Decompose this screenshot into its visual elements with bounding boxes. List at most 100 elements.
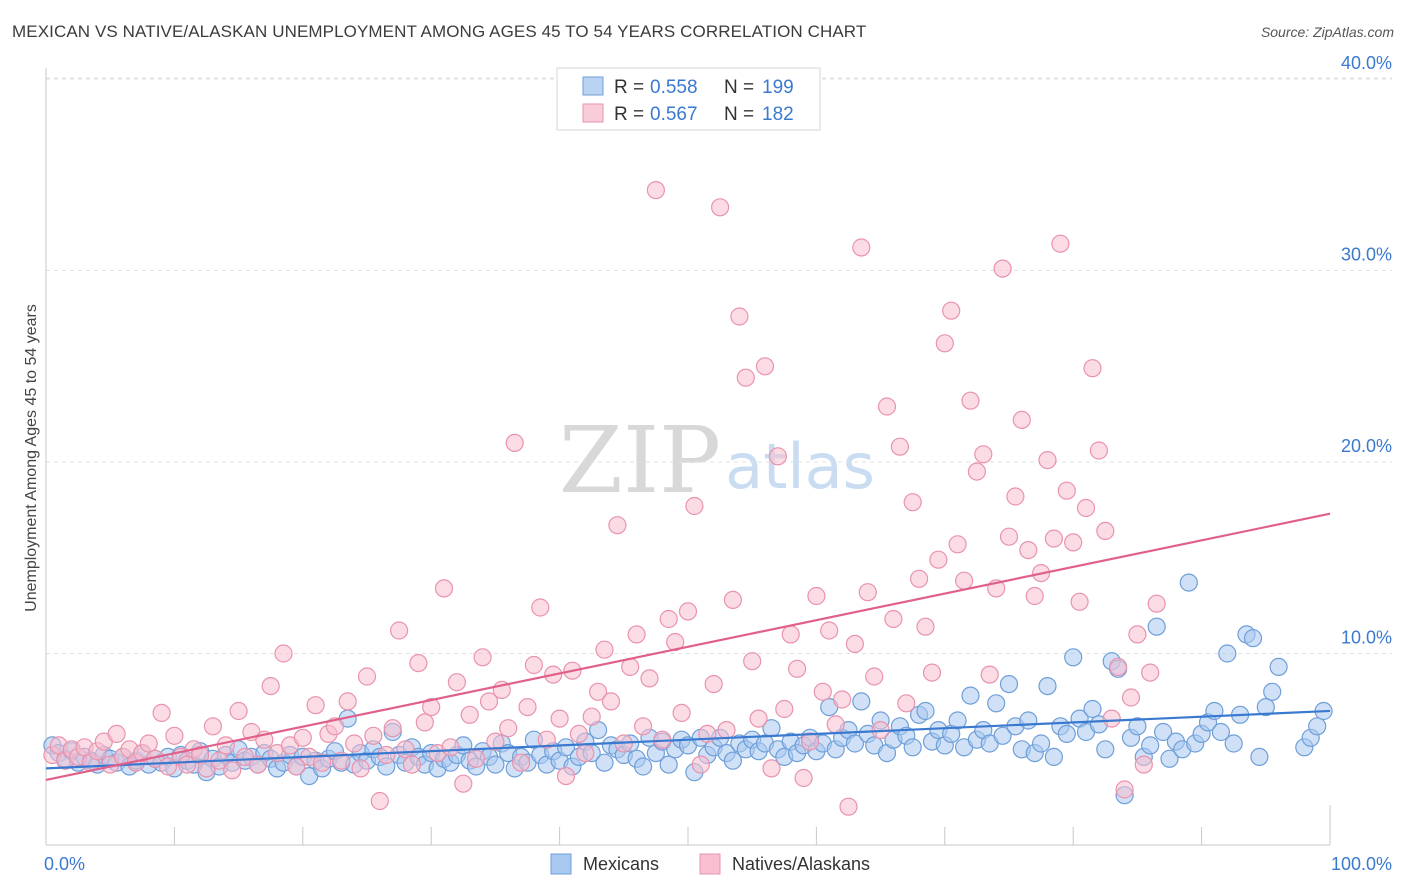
data-point-natives xyxy=(781,625,800,644)
data-point-natives xyxy=(588,682,608,701)
data-point-natives xyxy=(980,665,999,684)
y-tick-label: 30.0% xyxy=(1341,245,1392,265)
data-point-natives xyxy=(1006,487,1025,506)
data-point-natives xyxy=(576,743,595,763)
data-point-mexicans xyxy=(1038,676,1057,696)
data-point-natives xyxy=(364,726,383,745)
data-point-mexicans xyxy=(486,755,505,774)
data-point-mexicans xyxy=(633,757,653,776)
data-point-natives xyxy=(178,755,197,774)
data-point-natives xyxy=(511,753,531,772)
data-point-natives xyxy=(1108,657,1128,677)
data-point-natives xyxy=(691,755,710,774)
data-point-mexicans xyxy=(999,674,1019,694)
source-label: Source: ZipAtlas.com xyxy=(1260,24,1394,40)
data-point-mexicans xyxy=(1243,629,1263,648)
data-point-natives xyxy=(974,445,993,464)
data-point-natives xyxy=(1089,441,1109,460)
data-point-natives xyxy=(499,719,518,738)
data-point-mexicans xyxy=(1256,697,1275,717)
y-tick-label: 40.0% xyxy=(1341,53,1392,73)
data-point-natives xyxy=(550,709,569,728)
data-point-natives xyxy=(537,730,556,749)
data-point-natives xyxy=(441,738,460,757)
stats-n-value: 182 xyxy=(762,104,794,125)
data-point-mexicans xyxy=(1179,573,1198,592)
watermark-atlas: atlas xyxy=(725,430,875,503)
y-tick-label: 20.0% xyxy=(1341,436,1392,456)
chart-title: MEXICAN VS NATIVE/ALASKAN UNEMPLOYMENT A… xyxy=(12,22,867,41)
data-point-natives xyxy=(152,703,171,723)
data-point-natives xyxy=(723,590,743,610)
data-point-mexicans xyxy=(1057,724,1076,744)
y-tick-label: 10.0% xyxy=(1341,628,1392,648)
legend-label-mexicans: Mexicans xyxy=(583,854,659,874)
legend-swatch-natives xyxy=(699,853,721,875)
data-point-natives xyxy=(903,493,922,512)
data-point-natives xyxy=(755,357,775,376)
legend-swatch-mexicans xyxy=(550,853,572,875)
data-point-natives xyxy=(203,717,222,736)
stats-swatch-natives xyxy=(582,103,604,123)
data-point-natives xyxy=(479,692,499,711)
data-point-mexicans xyxy=(723,751,743,770)
data-point-natives xyxy=(467,749,486,768)
data-point-natives xyxy=(1076,498,1096,518)
data-point-natives xyxy=(897,694,916,713)
data-point-natives xyxy=(845,634,865,654)
x-tick-label-min: 0.0% xyxy=(44,854,85,874)
data-point-natives xyxy=(749,709,768,728)
data-point-natives xyxy=(1121,688,1141,707)
data-point-natives xyxy=(434,579,454,598)
data-point-natives xyxy=(1096,521,1115,541)
data-point-natives xyxy=(794,768,813,788)
data-point-natives xyxy=(396,740,415,759)
data-point-natives xyxy=(916,617,935,636)
stats-n-label: N = xyxy=(724,104,754,125)
data-point-mexicans xyxy=(993,726,1012,745)
data-point-natives xyxy=(402,755,421,774)
data-point-mexicans xyxy=(1019,711,1038,730)
data-point-natives xyxy=(1134,755,1153,774)
data-point-natives xyxy=(685,496,704,516)
data-point-natives xyxy=(531,598,550,617)
data-point-natives xyxy=(107,724,126,744)
data-point-natives xyxy=(961,391,980,410)
data-point-natives xyxy=(646,181,666,200)
data-point-mexicans xyxy=(659,755,678,774)
data-point-natives xyxy=(672,703,691,723)
data-point-natives xyxy=(370,791,389,811)
data-point-mexicans xyxy=(556,738,576,757)
data-point-natives xyxy=(357,667,377,686)
data-point-natives xyxy=(383,719,402,738)
stats-r-label: R = xyxy=(614,77,644,98)
data-point-natives xyxy=(1019,540,1038,560)
data-point-natives xyxy=(775,699,794,719)
data-point-natives xyxy=(858,583,877,602)
data-point-natives xyxy=(274,644,293,663)
data-point-natives xyxy=(999,527,1019,546)
data-point-natives xyxy=(640,669,659,688)
data-point-natives xyxy=(345,734,364,753)
data-point-natives xyxy=(223,761,242,780)
data-point-natives xyxy=(826,715,845,734)
data-point-natives xyxy=(884,609,903,629)
data-point-natives xyxy=(229,701,248,721)
data-point-natives xyxy=(877,397,897,416)
data-point-natives xyxy=(954,571,974,590)
data-point-natives xyxy=(890,437,910,456)
data-point-natives xyxy=(922,663,942,682)
trend-line-mexicans xyxy=(45,709,1331,770)
data-point-natives xyxy=(865,667,884,686)
data-point-natives xyxy=(447,673,466,692)
data-point-natives xyxy=(377,745,396,765)
data-point-mexicans xyxy=(987,694,1006,713)
data-point-mexicans xyxy=(1224,734,1243,753)
data-point-natives xyxy=(839,797,858,816)
data-point-natives xyxy=(409,653,428,673)
data-point-mexicans xyxy=(1141,736,1160,755)
data-point-natives xyxy=(460,705,479,724)
data-point-natives xyxy=(736,368,755,387)
stats-n-label: N = xyxy=(724,77,754,98)
